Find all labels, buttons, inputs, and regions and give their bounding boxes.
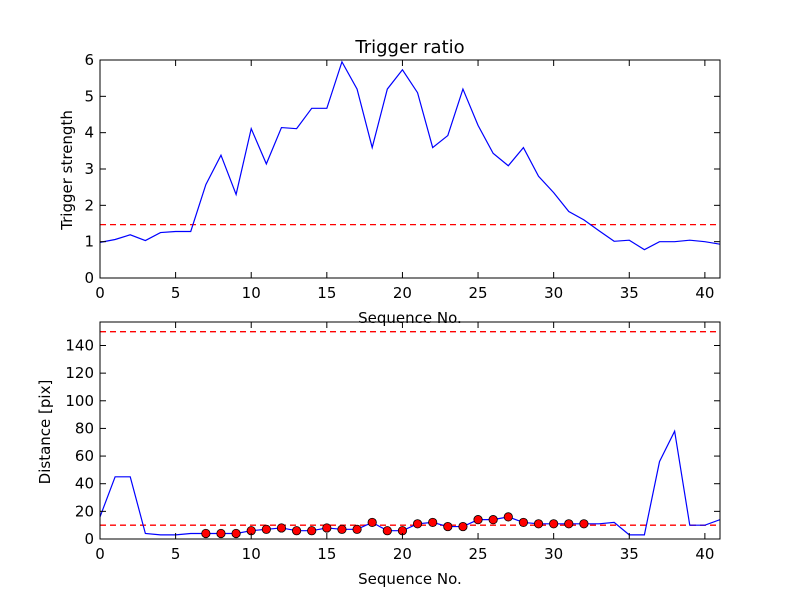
y-tick-label: 60 bbox=[75, 447, 94, 465]
data-point bbox=[458, 521, 468, 532]
data-point bbox=[564, 519, 574, 529]
y-tick-label: 100 bbox=[65, 392, 94, 410]
x-tick-label: 40 bbox=[695, 545, 714, 563]
x-tick-label: 30 bbox=[544, 545, 563, 563]
data-point bbox=[518, 517, 529, 528]
x-tick-label: 35 bbox=[620, 545, 639, 563]
y-tick-label: 2 bbox=[84, 196, 94, 214]
data-point bbox=[412, 519, 423, 529]
x-tick-label: 5 bbox=[171, 545, 181, 563]
x-tick-label: 30 bbox=[544, 284, 563, 302]
data-point bbox=[231, 528, 241, 539]
series-line bbox=[100, 60, 720, 251]
data-point bbox=[533, 519, 544, 529]
x-tick-label: 15 bbox=[317, 545, 336, 563]
data-point bbox=[503, 512, 513, 522]
x-tick-label: 15 bbox=[317, 284, 336, 302]
x-tick-label: 5 bbox=[171, 284, 181, 302]
y-axis-label: Trigger strength bbox=[58, 110, 76, 231]
x-axis-label: Sequence No. bbox=[358, 570, 462, 588]
axes-frame bbox=[99, 321, 721, 540]
data-point bbox=[261, 524, 271, 534]
y-axis-label: Distance [pix] bbox=[36, 380, 54, 485]
data-point bbox=[428, 517, 438, 528]
x-tick-label: 10 bbox=[242, 545, 261, 563]
y-tick-label: 0 bbox=[84, 530, 94, 548]
data-point bbox=[382, 526, 392, 536]
y-tick-label: 40 bbox=[75, 475, 94, 493]
data-point bbox=[307, 526, 317, 536]
x-tick-label: 25 bbox=[469, 284, 488, 302]
y-tick-label: 4 bbox=[84, 124, 94, 142]
y-tick-label: 3 bbox=[84, 160, 94, 178]
y-tick-label: 80 bbox=[75, 419, 94, 437]
data-point bbox=[201, 528, 211, 539]
data-point bbox=[276, 523, 287, 533]
y-tick-label: 120 bbox=[65, 364, 94, 382]
data-point bbox=[579, 519, 589, 529]
x-tick-label: 20 bbox=[393, 545, 412, 563]
data-point bbox=[473, 515, 483, 525]
chart-title: Trigger ratio bbox=[354, 37, 464, 58]
distance-panel: Distance [pix] Sequence No. 0 5 10 15 20 25 30… bbox=[36, 321, 721, 588]
y-tick-label: 0 bbox=[84, 269, 94, 287]
x-tick-label: 0 bbox=[95, 284, 105, 302]
y-tick-label: 5 bbox=[84, 87, 94, 105]
y-tick-label: 20 bbox=[75, 502, 94, 520]
data-point bbox=[291, 526, 302, 536]
x-tick-label: 35 bbox=[620, 284, 639, 302]
x-tick-label: 10 bbox=[242, 284, 261, 302]
data-point bbox=[443, 521, 453, 532]
x-axis-label: Sequence No. bbox=[358, 309, 462, 327]
y-tick-label: 140 bbox=[65, 336, 94, 354]
x-tick-label: 20 bbox=[393, 284, 412, 302]
x-tick-label: 40 bbox=[695, 284, 714, 302]
data-point bbox=[488, 515, 498, 525]
data-point bbox=[322, 523, 332, 533]
y-tick-label: 6 bbox=[84, 51, 94, 69]
data-point bbox=[216, 528, 226, 539]
y-tick-label: 1 bbox=[84, 233, 94, 251]
trigger-ratio-panel: Trigger ratio Trigger strength Sequence … bbox=[58, 37, 721, 327]
x-tick-label: 25 bbox=[469, 545, 488, 563]
data-point bbox=[367, 517, 377, 528]
data-point bbox=[337, 524, 347, 534]
data-point bbox=[352, 524, 362, 534]
x-tick-label: 0 bbox=[95, 545, 105, 563]
data-point bbox=[549, 519, 559, 529]
